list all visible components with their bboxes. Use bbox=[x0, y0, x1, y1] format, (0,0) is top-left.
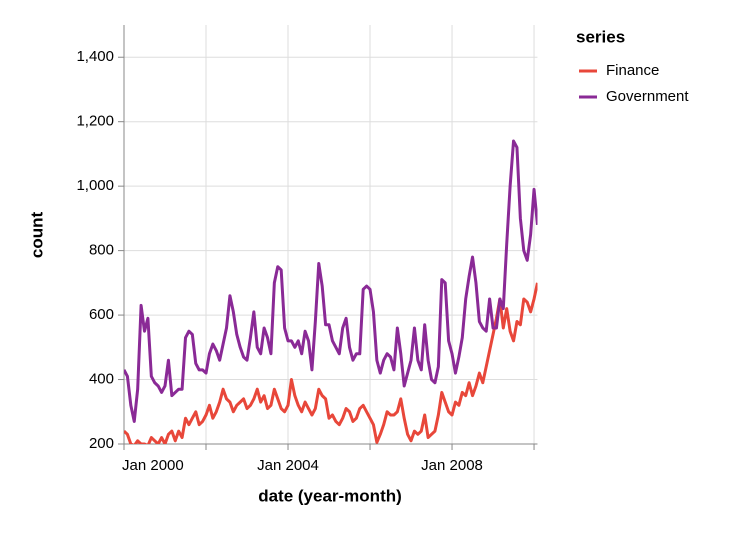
y-tick-label: 800 bbox=[89, 242, 114, 259]
y-tick-label: 1,000 bbox=[76, 177, 114, 194]
y-axis-title: count bbox=[27, 212, 46, 259]
legend-label: Government bbox=[606, 88, 689, 105]
y-tick-label: 600 bbox=[89, 306, 114, 323]
legend-title: series bbox=[576, 27, 625, 46]
x-tick-label: Jan 2000 bbox=[122, 457, 184, 474]
series-line bbox=[124, 139, 538, 423]
y-tick-label: 1,200 bbox=[76, 113, 114, 130]
y-tick-label: 200 bbox=[89, 435, 114, 452]
x-tick-label: Jan 2004 bbox=[257, 457, 319, 474]
y-tick-label: 1,400 bbox=[76, 48, 114, 65]
y-tick-label: 400 bbox=[89, 371, 114, 388]
x-tick-label: Jan 2008 bbox=[421, 457, 483, 474]
legend-label: Finance bbox=[606, 62, 659, 79]
x-axis-title: date (year-month) bbox=[258, 486, 402, 505]
series-line bbox=[124, 282, 538, 444]
